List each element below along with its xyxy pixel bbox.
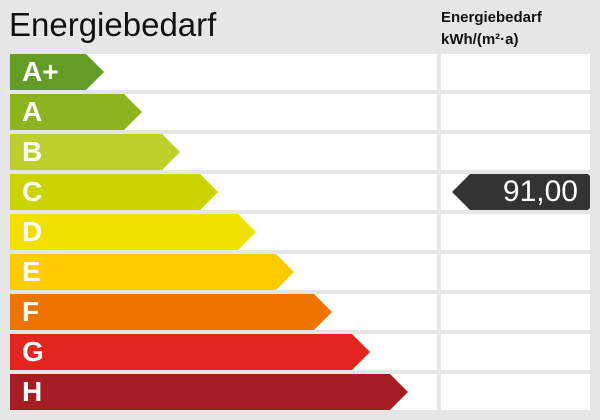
class-bar: G <box>10 334 370 370</box>
class-label: D <box>22 216 43 247</box>
class-label: F <box>22 296 40 327</box>
class-bar: H <box>10 374 408 410</box>
value-cell <box>441 214 590 250</box>
value-cell <box>441 254 590 290</box>
class-bar: D <box>10 214 256 250</box>
class-label: C <box>22 176 43 207</box>
value-cell <box>441 54 590 90</box>
class-label: E <box>22 256 41 287</box>
unit-label: Energiebedarf kWh/(m²·a) <box>441 7 542 51</box>
class-label: B <box>22 136 43 167</box>
class-label: A+ <box>22 56 59 87</box>
class-label: H <box>22 376 43 407</box>
value-cell <box>441 334 590 370</box>
class-label: A <box>22 96 43 127</box>
page-title: Energiebedarf <box>9 6 217 43</box>
unit-label-line1: Energiebedarf <box>441 9 542 26</box>
value-cell <box>441 134 590 170</box>
value-cell <box>441 374 590 410</box>
class-bar: B <box>10 134 180 170</box>
value-cell <box>441 294 590 330</box>
indicator-value: 91,00 <box>502 175 578 208</box>
class-label: G <box>22 336 44 367</box>
value-indicator: 91,00 <box>452 174 590 210</box>
class-bar: F <box>10 294 332 330</box>
value-cell <box>441 94 590 130</box>
class-bar: C <box>10 174 218 210</box>
class-bar: A <box>10 94 142 130</box>
unit-label-line2: kWh/(m²·a) <box>441 31 519 48</box>
class-bar: E <box>10 254 294 290</box>
class-bar: A+ <box>10 54 104 90</box>
